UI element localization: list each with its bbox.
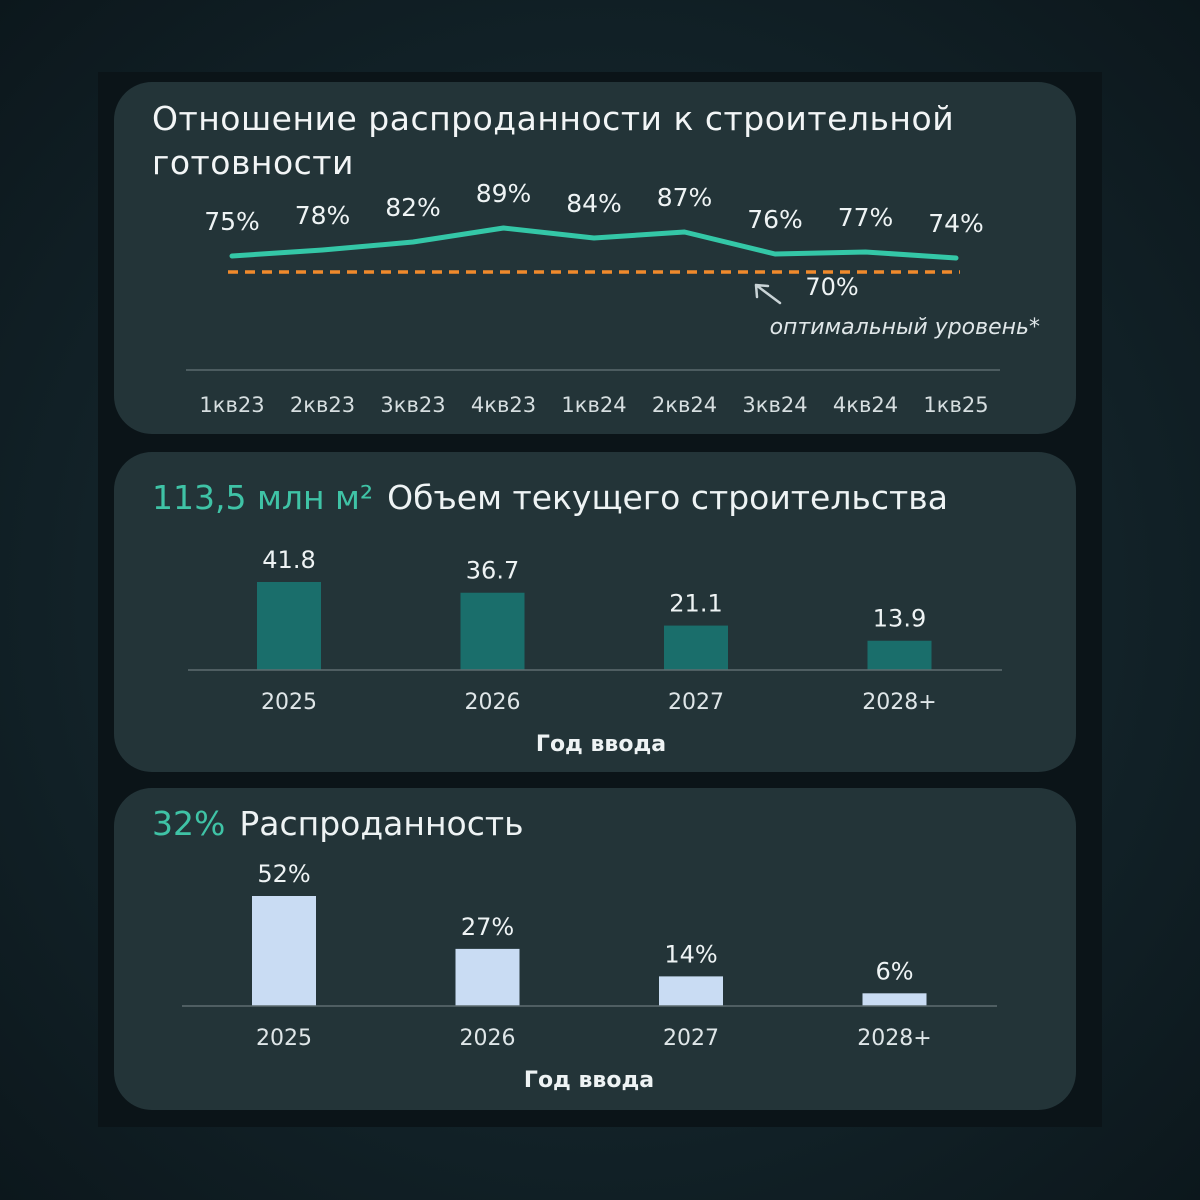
volume-bar-label: 41.8 bbox=[262, 546, 315, 574]
line-data-label: 74% bbox=[928, 209, 984, 238]
sold-x-tick-label: 2028+ bbox=[857, 1026, 931, 1051]
volume-x-tick-label: 2027 bbox=[668, 690, 724, 715]
line-x-tick-label: 1кв24 bbox=[561, 393, 626, 417]
volume-bar bbox=[460, 592, 525, 670]
line-data-label: 76% bbox=[747, 205, 803, 234]
volume-bar bbox=[664, 625, 728, 670]
line-x-tick-label: 3кв24 bbox=[742, 393, 807, 417]
sold-header: 32% Распроданность bbox=[152, 802, 524, 846]
sold-bar bbox=[455, 948, 520, 1006]
sold-bar bbox=[862, 993, 927, 1006]
line-data-label: 75% bbox=[204, 207, 260, 236]
line-chart-title-line1: Отношение распроданности к строительной bbox=[152, 99, 955, 138]
volume-bar bbox=[867, 640, 932, 670]
line-chart-title-line2: готовности bbox=[152, 143, 354, 182]
volume-header: 113,5 млн м² Объем текущего строительства bbox=[152, 476, 948, 520]
line-x-tick-label: 4кв23 bbox=[471, 393, 536, 417]
volume-headline: 113,5 млн м² bbox=[152, 478, 374, 517]
volume-x-tick-label: 2026 bbox=[465, 690, 521, 715]
line-data-label: 82% bbox=[385, 193, 441, 222]
line-x-tick-label: 4кв24 bbox=[833, 393, 898, 417]
line-data-label: 78% bbox=[295, 201, 351, 230]
sold-x-tick-label: 2027 bbox=[663, 1026, 719, 1051]
sold-bar-label: 27% bbox=[461, 913, 514, 941]
sold-x-tick-label: 2025 bbox=[256, 1026, 312, 1051]
sold-bar bbox=[252, 896, 316, 1006]
sell-to-readiness-card bbox=[114, 82, 1076, 434]
optimal-arrow-icon bbox=[754, 283, 782, 305]
volume-x-tick-label: 2028+ bbox=[862, 690, 936, 715]
line-data-label: 89% bbox=[476, 179, 532, 208]
volume-bar-label: 36.7 bbox=[466, 557, 519, 585]
sold-title: Распроданность bbox=[239, 804, 524, 843]
sold-x-tick-label: 2026 bbox=[460, 1026, 516, 1051]
optimal-value-label: 70% bbox=[805, 273, 858, 301]
volume-bar-label: 21.1 bbox=[669, 590, 722, 618]
optimal-level-note: оптимальный уровень* bbox=[770, 315, 1040, 340]
sold-bar-label: 6% bbox=[875, 957, 913, 985]
volume-bar bbox=[257, 582, 321, 670]
sold-headline: 32% bbox=[152, 804, 226, 843]
line-x-tick-label: 1кв25 bbox=[923, 393, 988, 417]
line-x-tick-label: 2кв23 bbox=[290, 393, 355, 417]
sold-bar-label: 52% bbox=[257, 860, 310, 888]
volume-bar-label: 13.9 bbox=[873, 605, 926, 633]
line-x-tick-label: 1кв23 bbox=[199, 393, 264, 417]
volume-x-axis-title: Год ввода bbox=[536, 732, 666, 757]
sold-x-axis-title: Год ввода bbox=[524, 1068, 654, 1093]
volume-x-tick-label: 2025 bbox=[261, 690, 317, 715]
sold-bar bbox=[659, 976, 723, 1006]
line-data-label: 84% bbox=[566, 189, 622, 218]
line-data-label: 87% bbox=[657, 183, 713, 212]
line-data-label: 77% bbox=[838, 203, 894, 232]
sold-bar-label: 14% bbox=[664, 940, 717, 968]
line-x-tick-label: 3кв23 bbox=[380, 393, 445, 417]
sell-ratio-line bbox=[229, 225, 959, 261]
volume-title: Объем текущего строительства bbox=[387, 478, 948, 517]
line-x-tick-label: 2кв24 bbox=[652, 393, 717, 417]
